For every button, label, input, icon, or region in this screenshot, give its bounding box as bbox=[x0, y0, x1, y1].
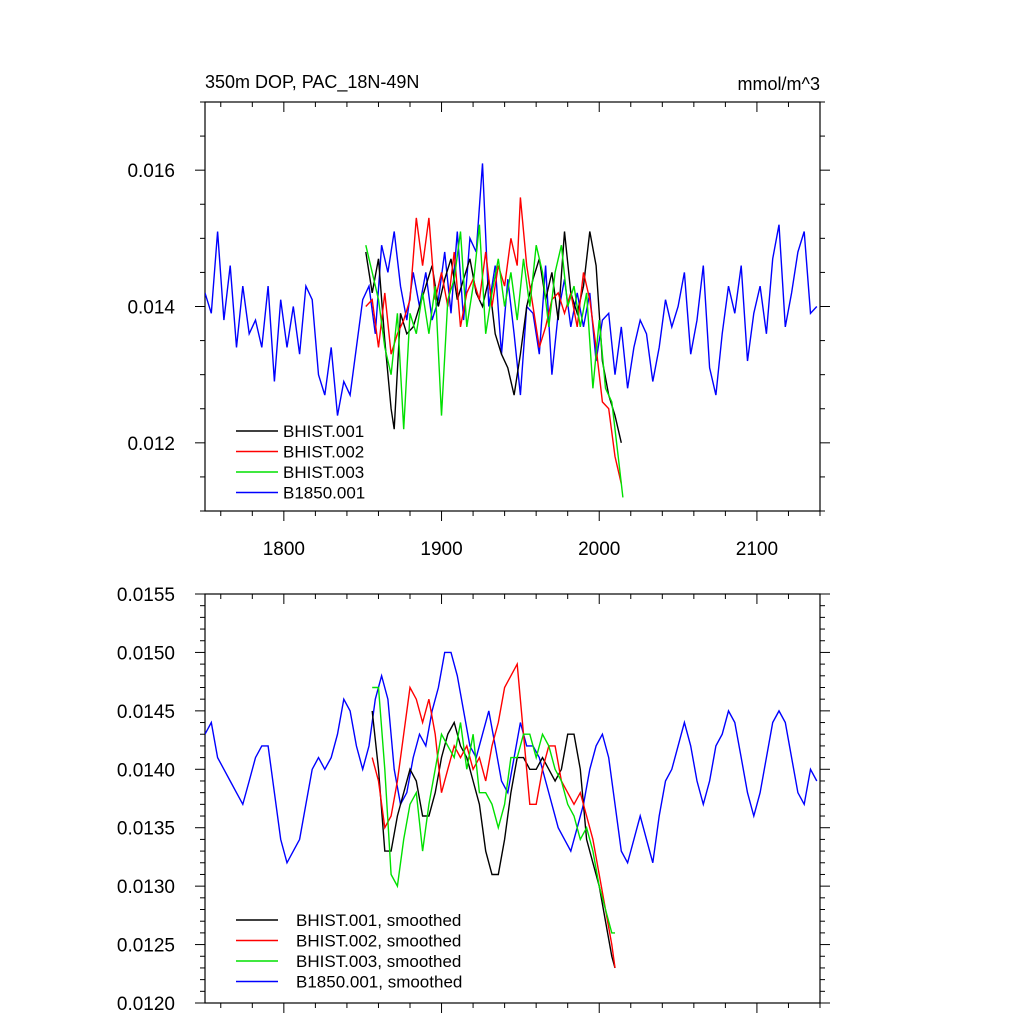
x-tick-label: 2000 bbox=[578, 539, 620, 560]
series-line-b1850-001-smoothed bbox=[205, 651, 818, 865]
legend-label: B1850.001, smoothed bbox=[296, 973, 462, 992]
series-line-bhist-003-smoothed bbox=[372, 686, 615, 934]
legend: BHIST.001, smoothed BHIST.002, smoothedBH… bbox=[236, 911, 462, 992]
legend-label: BHIST.001 bbox=[283, 422, 364, 441]
legend-label: BHIST.002, smoothed bbox=[296, 932, 461, 951]
series-line-bhist-002 bbox=[365, 197, 622, 484]
plot-frame bbox=[204, 593, 821, 1004]
legend-label: BHIST.002 bbox=[283, 443, 364, 462]
series-line-bhist-003 bbox=[365, 224, 624, 498]
y-tick-label: 0.014 bbox=[127, 298, 175, 319]
y-tick-label: 0.012 bbox=[127, 434, 175, 455]
x-tick-label: 1800 bbox=[263, 539, 305, 560]
y-tick-label: 0.0155 bbox=[117, 585, 175, 606]
chart-title: 350m DOP, PAC_18N-49N bbox=[205, 72, 419, 93]
y-tick-label: 0.0125 bbox=[117, 936, 175, 957]
units-label: mmol/m^3 bbox=[738, 74, 820, 94]
legend-label: BHIST.003 bbox=[283, 463, 364, 482]
series-line-b1850-001 bbox=[205, 163, 818, 416]
y-tick-label: 0.0130 bbox=[117, 877, 175, 898]
y-tick-label: 0.0135 bbox=[117, 819, 175, 840]
series-line-bhist-002-smoothed bbox=[371, 661, 616, 968]
y-tick-label: 0.0120 bbox=[117, 994, 175, 1015]
x-tick-label: 1900 bbox=[420, 539, 462, 560]
chart-panel-1: 1800 1900 2000 2100 0.012 0.014 0.016 350m DOP,… bbox=[127, 72, 830, 560]
series-line-bhist-001-smoothed bbox=[371, 710, 616, 969]
y-tick-label: 0.0150 bbox=[117, 643, 175, 664]
legend-label: BHIST.003, smoothed bbox=[296, 952, 461, 971]
x-tick-label: 2100 bbox=[736, 539, 778, 560]
y-tick-label: 0.016 bbox=[127, 161, 175, 182]
legend-label: BHIST.001, smoothed bbox=[296, 911, 461, 930]
y-tick-label: 0.0145 bbox=[117, 702, 175, 723]
legend-label: B1850.001 bbox=[283, 484, 365, 503]
chart-panel-2: 0.0120 0.0125 0.0130 0.0135 0.0140 0.0145 0.01… bbox=[117, 585, 830, 1015]
y-tick-label: 0.0140 bbox=[117, 760, 175, 781]
